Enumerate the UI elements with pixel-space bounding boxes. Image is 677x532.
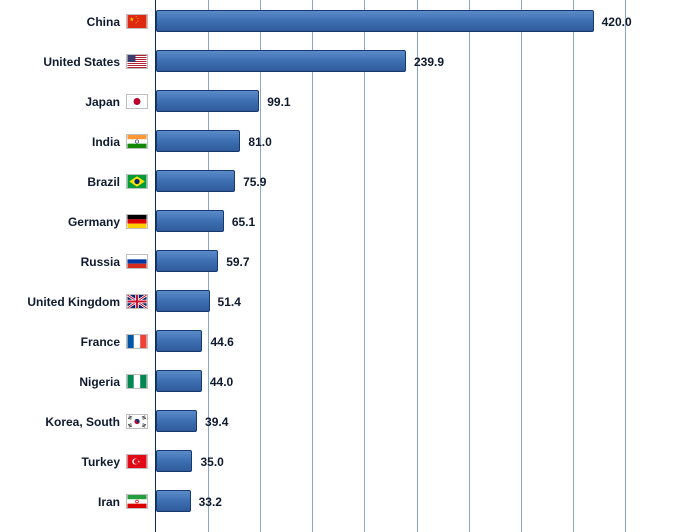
bar-row: India 81.0 — [0, 122, 677, 162]
bar-row: United Kingdom 51.4 — [0, 282, 677, 322]
bar-row: Nigeria 44.0 — [0, 362, 677, 402]
bar-row: France 44.6 — [0, 322, 677, 362]
bar — [156, 90, 259, 112]
flag-icon — [126, 294, 148, 309]
bar — [156, 210, 224, 232]
country-label: Nigeria — [0, 362, 122, 402]
flag-icon — [126, 214, 148, 229]
value-label: 44.0 — [210, 362, 233, 402]
country-label: Korea, South — [0, 402, 122, 442]
value-label: 239.9 — [414, 42, 444, 82]
flag-icon — [126, 454, 148, 469]
bar — [156, 290, 210, 312]
bar-row: Turkey 35.0 — [0, 442, 677, 482]
bar — [156, 370, 202, 392]
bar-row: China 420.0 — [0, 2, 677, 42]
bar — [156, 250, 218, 272]
bar — [156, 410, 197, 432]
flag-icon — [126, 54, 148, 69]
bar — [156, 170, 235, 192]
country-label: India — [0, 122, 122, 162]
value-label: 39.4 — [205, 402, 228, 442]
bar — [156, 50, 406, 72]
flag-icon — [126, 334, 148, 349]
country-label: China — [0, 2, 122, 42]
country-label: United Kingdom — [0, 282, 122, 322]
country-label: United States — [0, 42, 122, 82]
country-label: Turkey — [0, 442, 122, 482]
bar-chart: China420.0United States239.9Japan99.1Ind… — [0, 0, 677, 532]
bar — [156, 450, 192, 472]
flag-icon — [126, 254, 148, 269]
value-label: 81.0 — [248, 122, 271, 162]
value-label: 420.0 — [602, 2, 632, 42]
country-label: Brazil — [0, 162, 122, 202]
country-label: Japan — [0, 82, 122, 122]
value-label: 35.0 — [200, 442, 223, 482]
value-label: 44.6 — [210, 322, 233, 362]
flag-icon — [126, 414, 148, 429]
bar-row: Brazil 75.9 — [0, 162, 677, 202]
country-label: Russia — [0, 242, 122, 282]
bar-row: Iran 33.2 — [0, 482, 677, 522]
country-label: France — [0, 322, 122, 362]
bar — [156, 10, 594, 32]
flag-icon — [126, 174, 148, 189]
bar-row: Japan 99.1 — [0, 82, 677, 122]
bar-row: United States 239.9 — [0, 42, 677, 82]
bar-row: Russia 59.7 — [0, 242, 677, 282]
country-label: Iran — [0, 482, 122, 522]
bar — [156, 330, 202, 352]
bar — [156, 490, 191, 512]
flag-icon — [126, 94, 148, 109]
bar — [156, 130, 240, 152]
value-label: 33.2 — [199, 482, 222, 522]
value-label: 51.4 — [218, 282, 241, 322]
value-label: 99.1 — [267, 82, 290, 122]
bar-row: Germany 65.1 — [0, 202, 677, 242]
flag-icon — [126, 494, 148, 509]
flag-icon — [126, 374, 148, 389]
country-label: Germany — [0, 202, 122, 242]
flag-icon — [126, 14, 148, 29]
value-label: 75.9 — [243, 162, 266, 202]
flag-icon — [126, 134, 148, 149]
bar-row: Korea, South 39.4 — [0, 402, 677, 442]
value-label: 65.1 — [232, 202, 255, 242]
value-label: 59.7 — [226, 242, 249, 282]
